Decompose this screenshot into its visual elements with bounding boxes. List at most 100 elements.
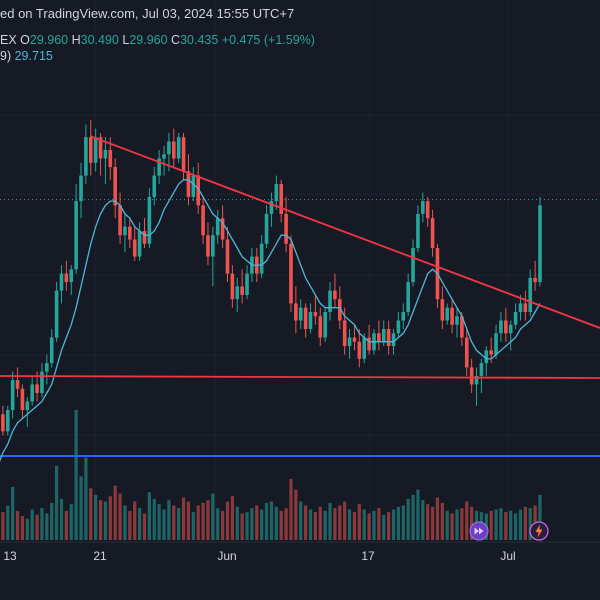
volume-bar bbox=[177, 508, 181, 540]
close-value: 30.435 bbox=[180, 33, 219, 47]
candle bbox=[416, 205, 420, 253]
candle-body bbox=[518, 303, 523, 312]
volume-bar bbox=[15, 510, 20, 540]
candle-body bbox=[347, 337, 352, 347]
ohlc-legend[interactable]: EX O29.960 H30.490 L29.960 C30.435 +0.47… bbox=[0, 33, 315, 47]
candle bbox=[347, 329, 352, 359]
candle-body bbox=[450, 307, 454, 325]
candle bbox=[377, 320, 381, 351]
volume-bar bbox=[138, 508, 142, 540]
candle bbox=[20, 384, 25, 419]
volume-bar bbox=[328, 502, 332, 540]
candle bbox=[523, 290, 528, 321]
volume-bar bbox=[460, 508, 464, 540]
volume-bar bbox=[201, 502, 205, 540]
volume-bar bbox=[64, 510, 68, 540]
publish-info: ed on TradingView.com, Jul 03, 2024 15:5… bbox=[0, 6, 294, 21]
candle-body bbox=[10, 380, 15, 410]
candle-body bbox=[167, 141, 171, 155]
volume-bar bbox=[216, 508, 220, 540]
candle-body bbox=[377, 333, 381, 342]
candle-body bbox=[411, 248, 415, 283]
candle bbox=[240, 269, 244, 304]
candle bbox=[235, 277, 240, 312]
volume-bar bbox=[435, 497, 440, 540]
volume-bar bbox=[387, 512, 391, 540]
volume-bar bbox=[294, 489, 298, 540]
volume-bar bbox=[504, 512, 508, 540]
volume-bar bbox=[118, 493, 122, 540]
volume-bar bbox=[54, 465, 59, 540]
volume-bar bbox=[45, 513, 49, 540]
volume-bar bbox=[1, 512, 5, 540]
candle bbox=[328, 282, 332, 321]
candle bbox=[25, 397, 30, 428]
candle-body bbox=[40, 371, 44, 393]
volume-bar bbox=[362, 509, 366, 540]
volume-bar bbox=[211, 493, 215, 540]
candle-body bbox=[88, 137, 93, 163]
candle-body bbox=[74, 201, 78, 270]
candle bbox=[528, 269, 533, 317]
candle bbox=[211, 226, 215, 287]
candle-body bbox=[25, 401, 30, 410]
drawn-trendlines[interactable] bbox=[0, 135, 600, 379]
volume-bar bbox=[308, 509, 313, 540]
candle-body bbox=[460, 316, 464, 338]
volume-bar bbox=[25, 518, 29, 540]
candle-body bbox=[504, 320, 508, 334]
high-value: 30.490 bbox=[80, 33, 119, 47]
volume-bar bbox=[269, 501, 274, 540]
candle bbox=[206, 222, 210, 266]
volume-bar bbox=[167, 500, 171, 540]
candle bbox=[333, 273, 337, 308]
volume-bar bbox=[30, 509, 34, 540]
time-axis-background bbox=[0, 542, 600, 568]
candle-body bbox=[381, 329, 386, 342]
volume-bar bbox=[391, 509, 396, 540]
volume-bar bbox=[235, 506, 239, 540]
volume-bar bbox=[89, 488, 93, 540]
volume-bar bbox=[513, 513, 518, 540]
candle-body bbox=[469, 367, 474, 385]
moving-average bbox=[0, 179, 541, 462]
lightning-icon[interactable] bbox=[529, 521, 549, 541]
candle-body bbox=[240, 286, 244, 295]
volume-bar bbox=[35, 514, 39, 540]
candle bbox=[142, 218, 147, 249]
candle bbox=[401, 303, 406, 330]
candle bbox=[352, 324, 357, 351]
volume-bar bbox=[455, 509, 459, 540]
candle-body bbox=[284, 213, 288, 244]
candle bbox=[289, 235, 293, 312]
candle bbox=[245, 265, 249, 300]
candle bbox=[508, 320, 513, 351]
candle-body bbox=[528, 277, 533, 312]
candle-body bbox=[352, 337, 357, 342]
volume-bar bbox=[470, 506, 474, 540]
fast-forward-icon[interactable] bbox=[469, 521, 489, 541]
candle-body bbox=[230, 273, 235, 300]
volume-bar bbox=[528, 508, 532, 540]
ma-legend[interactable]: 9) 29.715 bbox=[0, 49, 53, 63]
candle bbox=[464, 329, 469, 376]
time-axis-label: Jul bbox=[500, 549, 515, 563]
candle bbox=[79, 162, 83, 219]
candle bbox=[318, 307, 323, 347]
candle-body bbox=[274, 184, 279, 202]
volume-bar bbox=[372, 510, 376, 540]
volume-bar bbox=[108, 496, 112, 540]
candle bbox=[279, 179, 284, 223]
candle bbox=[113, 158, 117, 219]
candle bbox=[30, 375, 34, 406]
candle bbox=[123, 213, 127, 253]
candle-body bbox=[401, 311, 406, 321]
volume-bar bbox=[230, 496, 234, 540]
volume-bar bbox=[518, 509, 523, 540]
candle-body bbox=[362, 337, 367, 359]
close-key: C bbox=[171, 33, 181, 47]
volume-bar bbox=[494, 509, 498, 540]
candle bbox=[103, 137, 108, 185]
